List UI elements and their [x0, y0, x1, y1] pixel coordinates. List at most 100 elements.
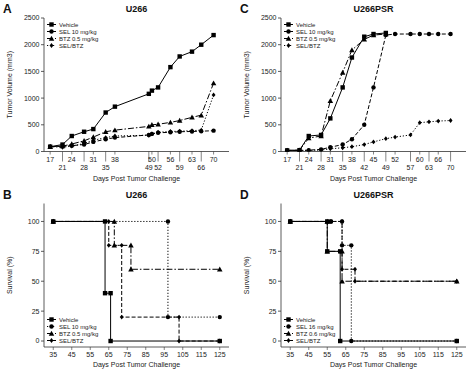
y-axis-label: Tumor Volume (mm3): [243, 51, 251, 118]
x-tick: [182, 347, 183, 350]
data-point: [371, 32, 377, 37]
data-point: [212, 92, 216, 97]
x-tick: [450, 152, 451, 162]
data-point: [288, 219, 292, 223]
y-tick: [278, 251, 281, 252]
x-tick: [164, 347, 165, 350]
x-tick-label: 56: [167, 156, 175, 163]
data-point: [82, 141, 86, 146]
data-point: [155, 122, 161, 127]
y-tick: [278, 151, 281, 152]
x-tick-label: 105: [177, 351, 189, 358]
plot-area: [284, 31, 452, 152]
x-tick: [170, 152, 171, 155]
data-point: [217, 267, 223, 272]
y-axis-label: Tumor Volume (mm3): [6, 51, 14, 118]
x-tick: [219, 347, 220, 350]
x-tick-label: 65: [342, 351, 350, 358]
title: U266: [126, 190, 148, 200]
x-tick-label: 31: [89, 156, 97, 163]
x-tick: [395, 152, 396, 155]
y-tick-label: 1000: [261, 95, 277, 102]
data-point: [211, 128, 215, 132]
data-point: [112, 127, 118, 132]
legend-label: SEL 10 mg/kg: [59, 324, 96, 330]
y-axis-label: Survival (%): [6, 256, 14, 294]
data-point: [48, 144, 52, 148]
data-point: [211, 33, 215, 37]
x-tick-label: 49: [382, 164, 390, 171]
y-tick-label: 50: [32, 278, 40, 285]
y-axis-line: [281, 18, 282, 152]
x-tick: [385, 152, 386, 162]
x-tick: [438, 152, 439, 155]
y-tick: [41, 18, 44, 19]
legend-marker: [287, 338, 291, 343]
x-tick-label: 115: [433, 351, 444, 358]
legend-marker: [49, 331, 55, 336]
x-tick-label: 75: [360, 351, 368, 358]
x-tick: [179, 152, 180, 162]
x-tick-label: 31: [326, 156, 334, 163]
data-point: [307, 148, 311, 151]
data-point: [328, 116, 332, 120]
data-point: [448, 32, 452, 36]
x-tick-label: 60: [416, 156, 424, 163]
series-line: [53, 221, 220, 341]
legend-label: SEL 10 mg/kg: [296, 29, 333, 35]
data-point: [147, 133, 151, 138]
series-line: [290, 221, 457, 341]
x-tick-label: 24: [68, 156, 76, 163]
legend-label: Vehicle: [59, 22, 79, 28]
series-line: [53, 221, 220, 341]
x-tick: [71, 152, 72, 155]
data-point: [455, 339, 459, 343]
title: U266PSR: [353, 190, 394, 200]
legend: VehicleSEL 10 mg/kgBTZ 0.5 mg/kgSEL/BTZ: [47, 317, 98, 344]
data-point: [177, 315, 181, 320]
data-point: [427, 119, 431, 124]
y-tick: [278, 18, 281, 19]
y-tick-label: 2500: [261, 14, 277, 21]
data-point: [339, 278, 345, 283]
x-tick-label: 55: [323, 351, 331, 358]
x-tick-label: 57: [407, 164, 415, 171]
data-point: [393, 32, 397, 36]
data-point: [199, 112, 205, 117]
background: [0, 0, 474, 371]
legend-marker: [286, 22, 290, 26]
data-point: [288, 219, 292, 223]
data-point: [108, 291, 112, 295]
x-tick: [108, 347, 109, 350]
data-point: [362, 142, 366, 147]
data-point: [306, 135, 312, 140]
data-point: [341, 145, 345, 150]
plot-area: [51, 219, 223, 344]
legend-marker: [286, 29, 290, 33]
series-line: [50, 95, 213, 147]
legend-marker: [287, 43, 291, 48]
y-tick-label: 0: [273, 148, 277, 155]
x-tick: [330, 152, 331, 155]
data-point: [150, 88, 154, 92]
x-tick: [342, 152, 343, 162]
x-tick-label: 55: [86, 351, 94, 358]
x-tick: [53, 347, 54, 350]
data-point: [307, 148, 311, 152]
x-tick: [84, 152, 85, 162]
panel-letter: A: [3, 2, 12, 16]
x-tick: [364, 152, 365, 162]
x-tick: [290, 347, 291, 350]
y-tick: [41, 44, 44, 45]
series-line: [53, 221, 220, 317]
panel-letter: C: [240, 2, 249, 16]
x-tick: [419, 152, 420, 155]
x-tick: [401, 347, 402, 350]
x-tick-label: 17: [283, 156, 291, 163]
data-point: [103, 129, 109, 134]
legend-label: BTZ 0.6 mg/kg: [296, 331, 335, 337]
y-tick-label: 50: [269, 278, 277, 285]
x-tick-label: 115: [196, 351, 207, 358]
legend-marker: [50, 43, 54, 48]
x-axis-label: Days Post Tumor Challenge: [330, 361, 417, 369]
